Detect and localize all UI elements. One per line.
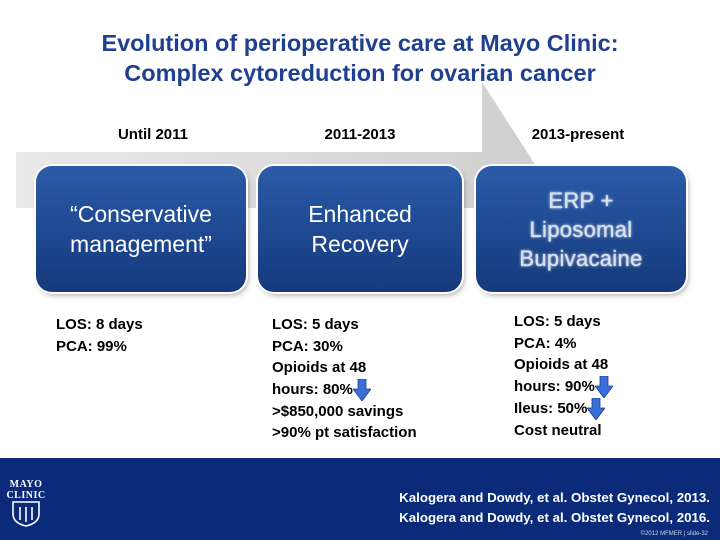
stage-box-line: Bupivacaine [519,245,643,271]
stat-item: Opioids at 48 [514,356,609,373]
logo-text-line-2: CLINIC [6,490,46,501]
stat-item: >90% pt satisfaction [272,424,417,441]
stat-item: PCA: 30% [272,337,343,355]
stat-item: LOS: 8 days [56,316,143,333]
stats-list-1: LOS: 8 days PCA: 99% [56,314,143,357]
logo-text-line-1: MAYO [9,479,43,490]
down-arrow-icon [352,378,371,401]
stage-box-line: ERP + [548,187,614,213]
stat-item: LOS: 5 days [272,316,359,333]
stat-item: PCA: 4% [514,334,577,352]
stats-list-2: LOS: 5 days PCA: 30% Opioids at 48 hours… [272,314,417,444]
period-heading-2: 2011-2013 [324,126,396,143]
stage-box-line: management” [70,231,212,257]
title-line-1: Evolution of perioperative care at Mayo … [101,30,619,56]
stat-item: LOS: 5 days [514,313,601,330]
stage-box-line: Liposomal [529,216,633,242]
down-arrow-icon [594,375,613,398]
stat-text: hours: 90% [514,377,595,395]
stat-text: Ileus: 50% [514,399,588,417]
stat-item: Opioids at 48 [272,359,367,376]
title-line-2: Complex cytoreduction for ovarian cancer [124,60,596,86]
stage-box-erp-liposomal: ERP + Liposomal Bupivacaine [476,166,686,292]
stat-text: hours: 80% [272,380,353,398]
slide-title: Evolution of perioperative care at Mayo … [0,28,720,88]
stage-box-line: “Conservative [70,201,212,227]
stat-item-with-arrow: hours: 80% [272,378,417,401]
stat-item-with-arrow: Ileus: 50% [514,397,613,420]
stat-item: Cost neutral [514,421,602,439]
stat-item-with-arrow: hours: 90% [514,375,613,398]
period-heading-3: 2013-present [531,126,625,143]
stage-box-line: Enhanced [308,201,412,227]
stage-box-conservative: “Conservative management” [36,166,246,292]
citations: Kalogera and Dowdy, et al. Obstet Gyneco… [370,488,710,528]
citation: Kalogera and Dowdy, et al. Obstet Gyneco… [399,490,710,505]
stat-item: PCA: 99% [56,337,127,355]
period-heading-1: Until 2011 [117,126,189,143]
mayo-clinic-shield-icon [12,501,40,527]
citation: Kalogera and Dowdy, et al. Obstet Gyneco… [399,510,710,525]
copyright-text: ©2012 MFMER | slide-32 [640,531,708,537]
stage-box-enhanced-recovery: Enhanced Recovery [258,166,462,292]
stage-box-line: Recovery [311,231,409,257]
mayo-clinic-logo: MAYO CLINIC [4,480,48,530]
down-arrow-icon [587,397,606,420]
stats-list-3: LOS: 5 days PCA: 4% Opioids at 48 hours:… [514,311,613,441]
stat-item: >$850,000 savings [272,402,404,420]
footer-bar [0,458,720,540]
